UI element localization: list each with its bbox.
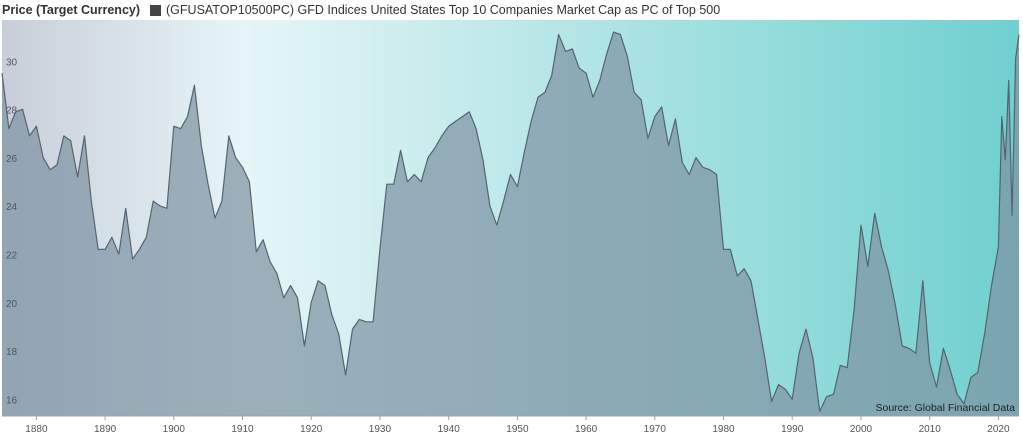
x-tick-label: 1940	[438, 424, 461, 435]
series-line[interactable]	[1, 31, 1020, 412]
x-tick-label: 1990	[781, 424, 804, 435]
x-tick-label: 1890	[94, 424, 117, 435]
chart-header: Price (Target Currency) (GFUSATOP10500PC…	[0, 0, 1023, 20]
x-tick-label: 1910	[231, 424, 254, 435]
y-tick-label: 20	[6, 299, 18, 310]
y-tick-label: 18	[6, 347, 18, 358]
y-tick-label: 26	[6, 154, 18, 165]
y-tick-label: 22	[6, 251, 18, 262]
y-axis-title: Price (Target Currency)	[2, 3, 141, 17]
y-tick-label: 24	[6, 202, 18, 213]
x-tick-label: 1880	[25, 424, 48, 435]
x-tick-label: 1980	[712, 424, 735, 435]
x-tick-label: 2020	[987, 424, 1010, 435]
x-tick-label: 1960	[575, 424, 598, 435]
y-tick-label: 28	[6, 106, 18, 117]
y-axis: 16 18 20 22 24 26 28 30	[6, 57, 18, 406]
x-tick-label: 1920	[300, 424, 323, 435]
y-tick-label: 16	[6, 395, 18, 406]
x-tick-label: 1900	[163, 424, 186, 435]
x-tick-label: 1950	[506, 424, 529, 435]
source-credit: Source: Global Financial Data	[876, 402, 1016, 414]
legend-series-label[interactable]: (GFUSATOP10500PC) GFD Indices United Sta…	[166, 3, 721, 17]
x-tick-label: 1970	[644, 424, 667, 435]
area-series[interactable]	[1, 31, 1020, 416]
x-tick-label: 2010	[919, 424, 942, 435]
y-tick-label: 30	[6, 57, 18, 68]
x-tick-label: 2000	[850, 424, 873, 435]
legend-swatch	[150, 4, 162, 16]
x-axis: 1880 1890 1900 1910 1920 1930 1940 1950 1960 1970…	[2, 415, 1019, 435]
series-area-fill	[2, 32, 1019, 416]
chart-canvas: 16 18 20 22 24 26 28 30 1880 1890 1900 1910 1920 193…	[1, 20, 1020, 435]
x-tick-label: 1930	[369, 424, 392, 435]
